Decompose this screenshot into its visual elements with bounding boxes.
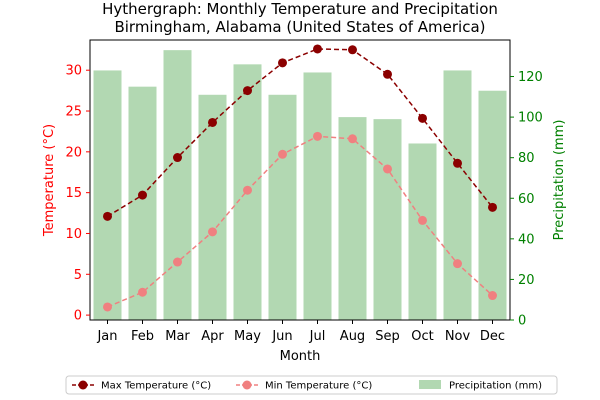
min-temp-point-mar [173,257,182,267]
x-tick-label-mar: Mar [165,329,190,344]
min-temp-point-feb [138,287,147,297]
min-temp-point-apr [208,227,217,237]
x-tick-label-dec: Dec [480,329,505,344]
max-temp-point-jun [278,58,287,68]
legend-label-precipitation: Precipitation (mm) [449,381,542,392]
y-left-tick-label-30: 30 [65,64,82,79]
y-left-tick-label-10: 10 [65,227,82,242]
y-axis-left-label: Temperature (°C) [42,124,57,237]
precipitation-bar-aug [338,117,367,321]
min-temp-point-nov [453,259,462,269]
x-tick-label-jul: Jul [309,329,326,344]
max-temp-point-apr [208,117,217,127]
x-tick-label-sep: Sep [375,329,400,344]
max-temp-point-jan [103,211,112,221]
y-right-tick-label-80: 80 [518,151,535,166]
min-temp-point-jun [278,149,287,159]
y-right-tick-label-40: 40 [518,232,535,247]
min-temp-point-dec [488,291,497,301]
chart-axes: Jan Feb Mar Apr May Jun Jul Aug Sep Oct Nov Dec 0 5 10… [65,39,543,344]
precipitation-bar-nov [443,70,472,320]
y-left-tick-label-25: 25 [65,105,82,120]
y-right-tick-label-0: 0 [518,314,526,329]
x-tick-label-aug: Aug [340,329,365,344]
x-tick-label-may: May [234,329,261,344]
legend-marker-min-temp [242,380,252,390]
min-temp-point-jan [103,302,112,312]
max-temp-point-mar [173,153,182,163]
precipitation-bars [93,50,507,321]
max-temp-point-nov [453,158,462,168]
min-temp-point-jul [313,131,322,141]
plot-frame [89,39,511,321]
max-temp-point-may [243,86,252,96]
y-right-tick-label-100: 100 [518,111,543,126]
max-temp-point-oct [418,113,427,123]
precipitation-bar-jul [303,72,332,320]
y-right-tick-label-60: 60 [518,192,535,207]
x-tick-label-apr: Apr [201,329,224,344]
min-temp-point-aug [348,134,357,144]
temperature-lines [103,44,497,312]
precipitation-bar-jan [93,70,122,320]
min-temp-point-may [243,185,252,195]
precipitation-bar-jun [268,94,297,320]
legend-label-min-temp: Min Temperature (°C) [265,381,372,392]
x-tick-label-jun: Jun [271,329,292,344]
legend-item-precipitation: Precipitation (mm) [419,380,542,392]
min-temp-line [107,135,494,308]
chart-title-line-2: Birmingham, Alabama (United States of Am… [114,18,485,36]
y-left-tick-label-20: 20 [65,145,82,160]
y-axis-right-label: Precipitation (mm) [552,120,567,241]
max-temp-point-aug [348,45,357,55]
min-temp-point-oct [418,215,427,225]
precipitation-bar-sep [373,119,402,320]
x-tick-label-nov: Nov [445,329,471,344]
x-axis-label: Month [280,349,321,364]
precipitation-bar-mar [163,50,192,320]
chart-title-line-1: Hythergraph: Monthly Temperature and Pre… [102,0,498,18]
precipitation-bar-apr [198,94,227,320]
legend-swatch-precipitation [419,380,441,389]
y-left-tick-label-15: 15 [65,186,82,201]
x-tick-label-oct: Oct [411,329,433,344]
legend-marker-max-temp [78,380,88,390]
legend-item-min-temp: Min Temperature (°C) [236,380,372,392]
y-right-tick-label-20: 20 [518,273,535,288]
y-left-tick-label-0: 0 [74,309,82,324]
chart-legend: Max Temperature (°C) Min Temperature (°C… [65,375,558,395]
x-tick-label-feb: Feb [131,329,154,344]
y-right-tick-label-120: 120 [518,70,543,85]
max-temp-line [107,48,494,217]
max-temp-point-dec [488,202,497,212]
max-temp-point-feb [138,190,147,200]
legend-item-max-temp: Max Temperature (°C) [72,380,211,392]
max-temp-point-sep [383,69,392,79]
legend-label-max-temp: Max Temperature (°C) [101,381,211,392]
x-tick-label-jan: Jan [96,329,117,344]
precipitation-bar-feb [128,86,157,321]
max-temp-point-jul [313,44,322,54]
min-temp-point-sep [383,164,392,174]
y-left-tick-label-5: 5 [74,268,82,283]
